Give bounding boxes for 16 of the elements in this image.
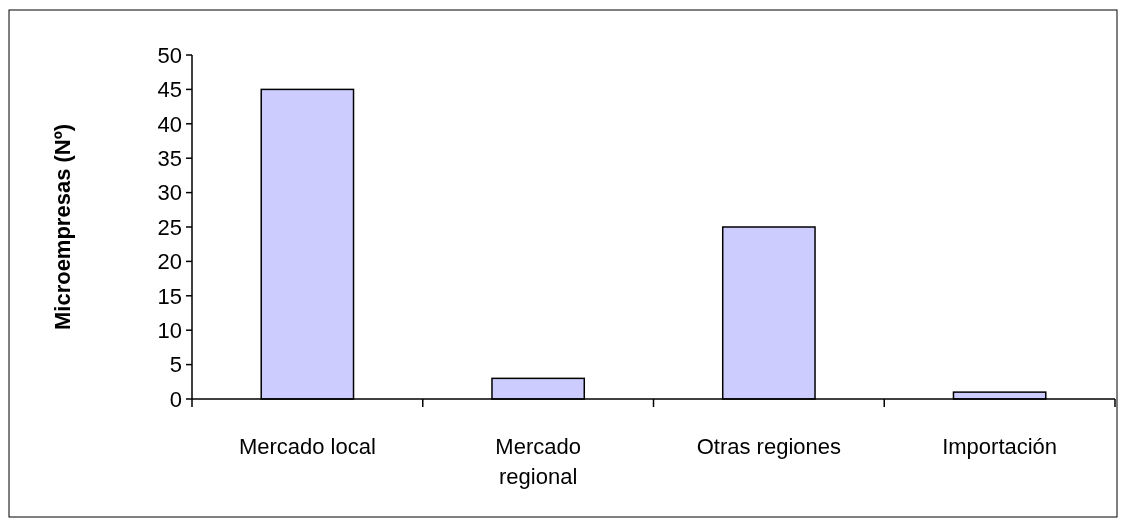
y-tick-label: 15: [157, 283, 182, 309]
y-tick-label: 50: [157, 42, 182, 68]
x-tick-label: Importación: [942, 434, 1058, 459]
y-tick-label: 35: [157, 145, 182, 171]
x-tick-label: Mercado regional: [495, 434, 581, 489]
y-tick-label: 5: [169, 352, 182, 378]
y-tick-label: 0: [169, 386, 182, 412]
y-tick-label: 40: [157, 111, 182, 137]
y-tick-label: 10: [157, 317, 182, 343]
y-axis-title: Microempresas (Nº): [50, 123, 75, 331]
y-tick-label: 25: [157, 214, 182, 240]
y-tick-label: 20: [157, 249, 182, 275]
y-tick-label: 45: [157, 77, 182, 103]
x-tick-label: Otras regiones: [696, 434, 842, 459]
x-tick-label: Mercado local: [238, 434, 376, 459]
y-tick-label: 30: [157, 180, 182, 206]
